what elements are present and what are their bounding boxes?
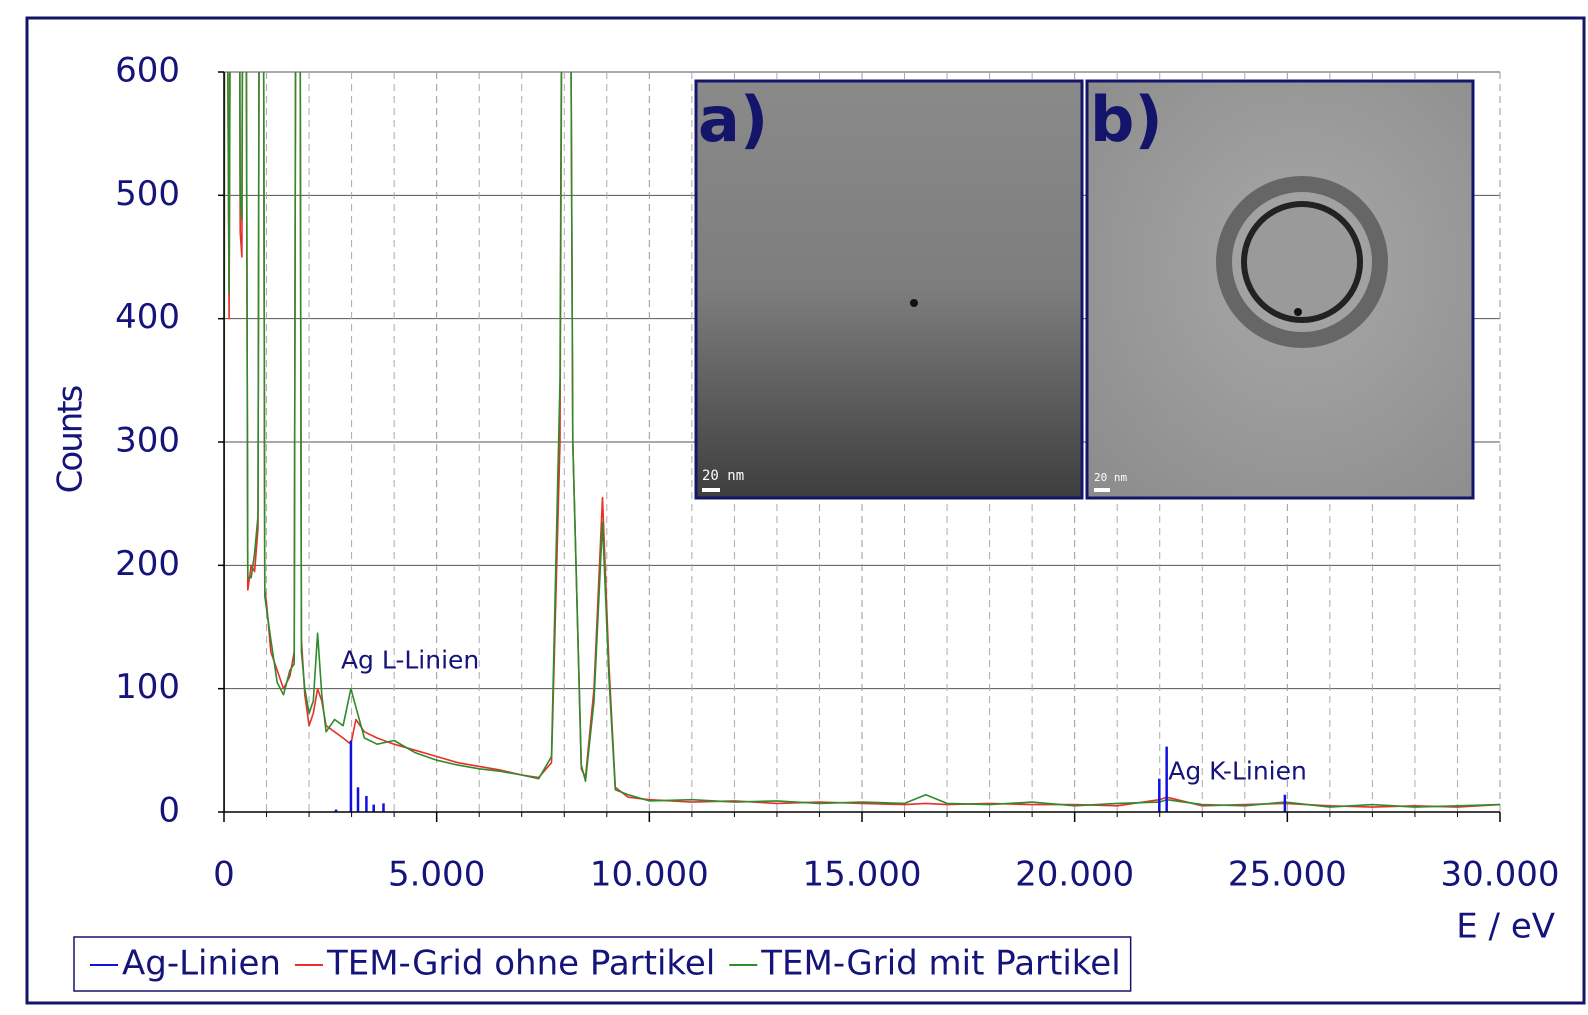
scale-bar (702, 488, 720, 492)
y-axis-label: Counts (51, 385, 91, 493)
y-tick-label: 200 (115, 544, 180, 584)
legend-label: Ag-Linien (122, 944, 281, 984)
y-tick-label: 400 (115, 297, 180, 337)
y-tick-label: 0 (158, 791, 180, 831)
legend-label: TEM-Grid mit Partikel (760, 944, 1120, 984)
x-axis-label: E / eV (1456, 907, 1555, 947)
scale-bar-label: 20 nm (1094, 471, 1127, 484)
particle (1294, 308, 1302, 316)
inset-b: b) 20 nm (1085, 79, 1475, 500)
y-tick-label: 100 (115, 667, 180, 707)
particle (910, 299, 918, 307)
hole-rim (1216, 176, 1388, 348)
axes: 0 100 200 300 400 500 600 0 5.000 10.000 15.000 20.… (115, 51, 1559, 895)
scale-bar (1094, 488, 1110, 492)
y-tick-label: 600 (115, 51, 180, 91)
plot-area (224, 72, 1500, 812)
x-tick-label: 30.000 (1441, 855, 1560, 895)
inset-a: a) 20 nm (694, 79, 1084, 500)
annotation: Ag K-Linien (1168, 757, 1307, 786)
legend-label: TEM-Grid ohne Partikel (326, 944, 715, 984)
x-tick-label: 25.000 (1228, 855, 1347, 895)
series-line (224, 72, 1500, 812)
x-tick-label: 10.000 (590, 855, 709, 895)
inset-image (694, 79, 1084, 500)
legend: Ag-Linien TEM-Grid ohne Partikel TEM-Grid … (73, 936, 1132, 992)
hole (1241, 201, 1363, 323)
x-tick-label: 0 (213, 855, 235, 895)
x-tick-label: 15.000 (803, 855, 922, 895)
inset-label: b) (1090, 83, 1163, 156)
scale-bar-label: 20 nm (702, 468, 744, 484)
inset-label: a) (698, 83, 768, 156)
y-tick-label: 300 (115, 421, 180, 461)
x-tick-label: 5.000 (388, 855, 485, 895)
x-tick-label: 20.000 (1015, 855, 1134, 895)
y-tick-label: 500 (115, 174, 180, 214)
annotation: Ag L-Linien (341, 646, 479, 675)
legend-box (73, 936, 1132, 992)
